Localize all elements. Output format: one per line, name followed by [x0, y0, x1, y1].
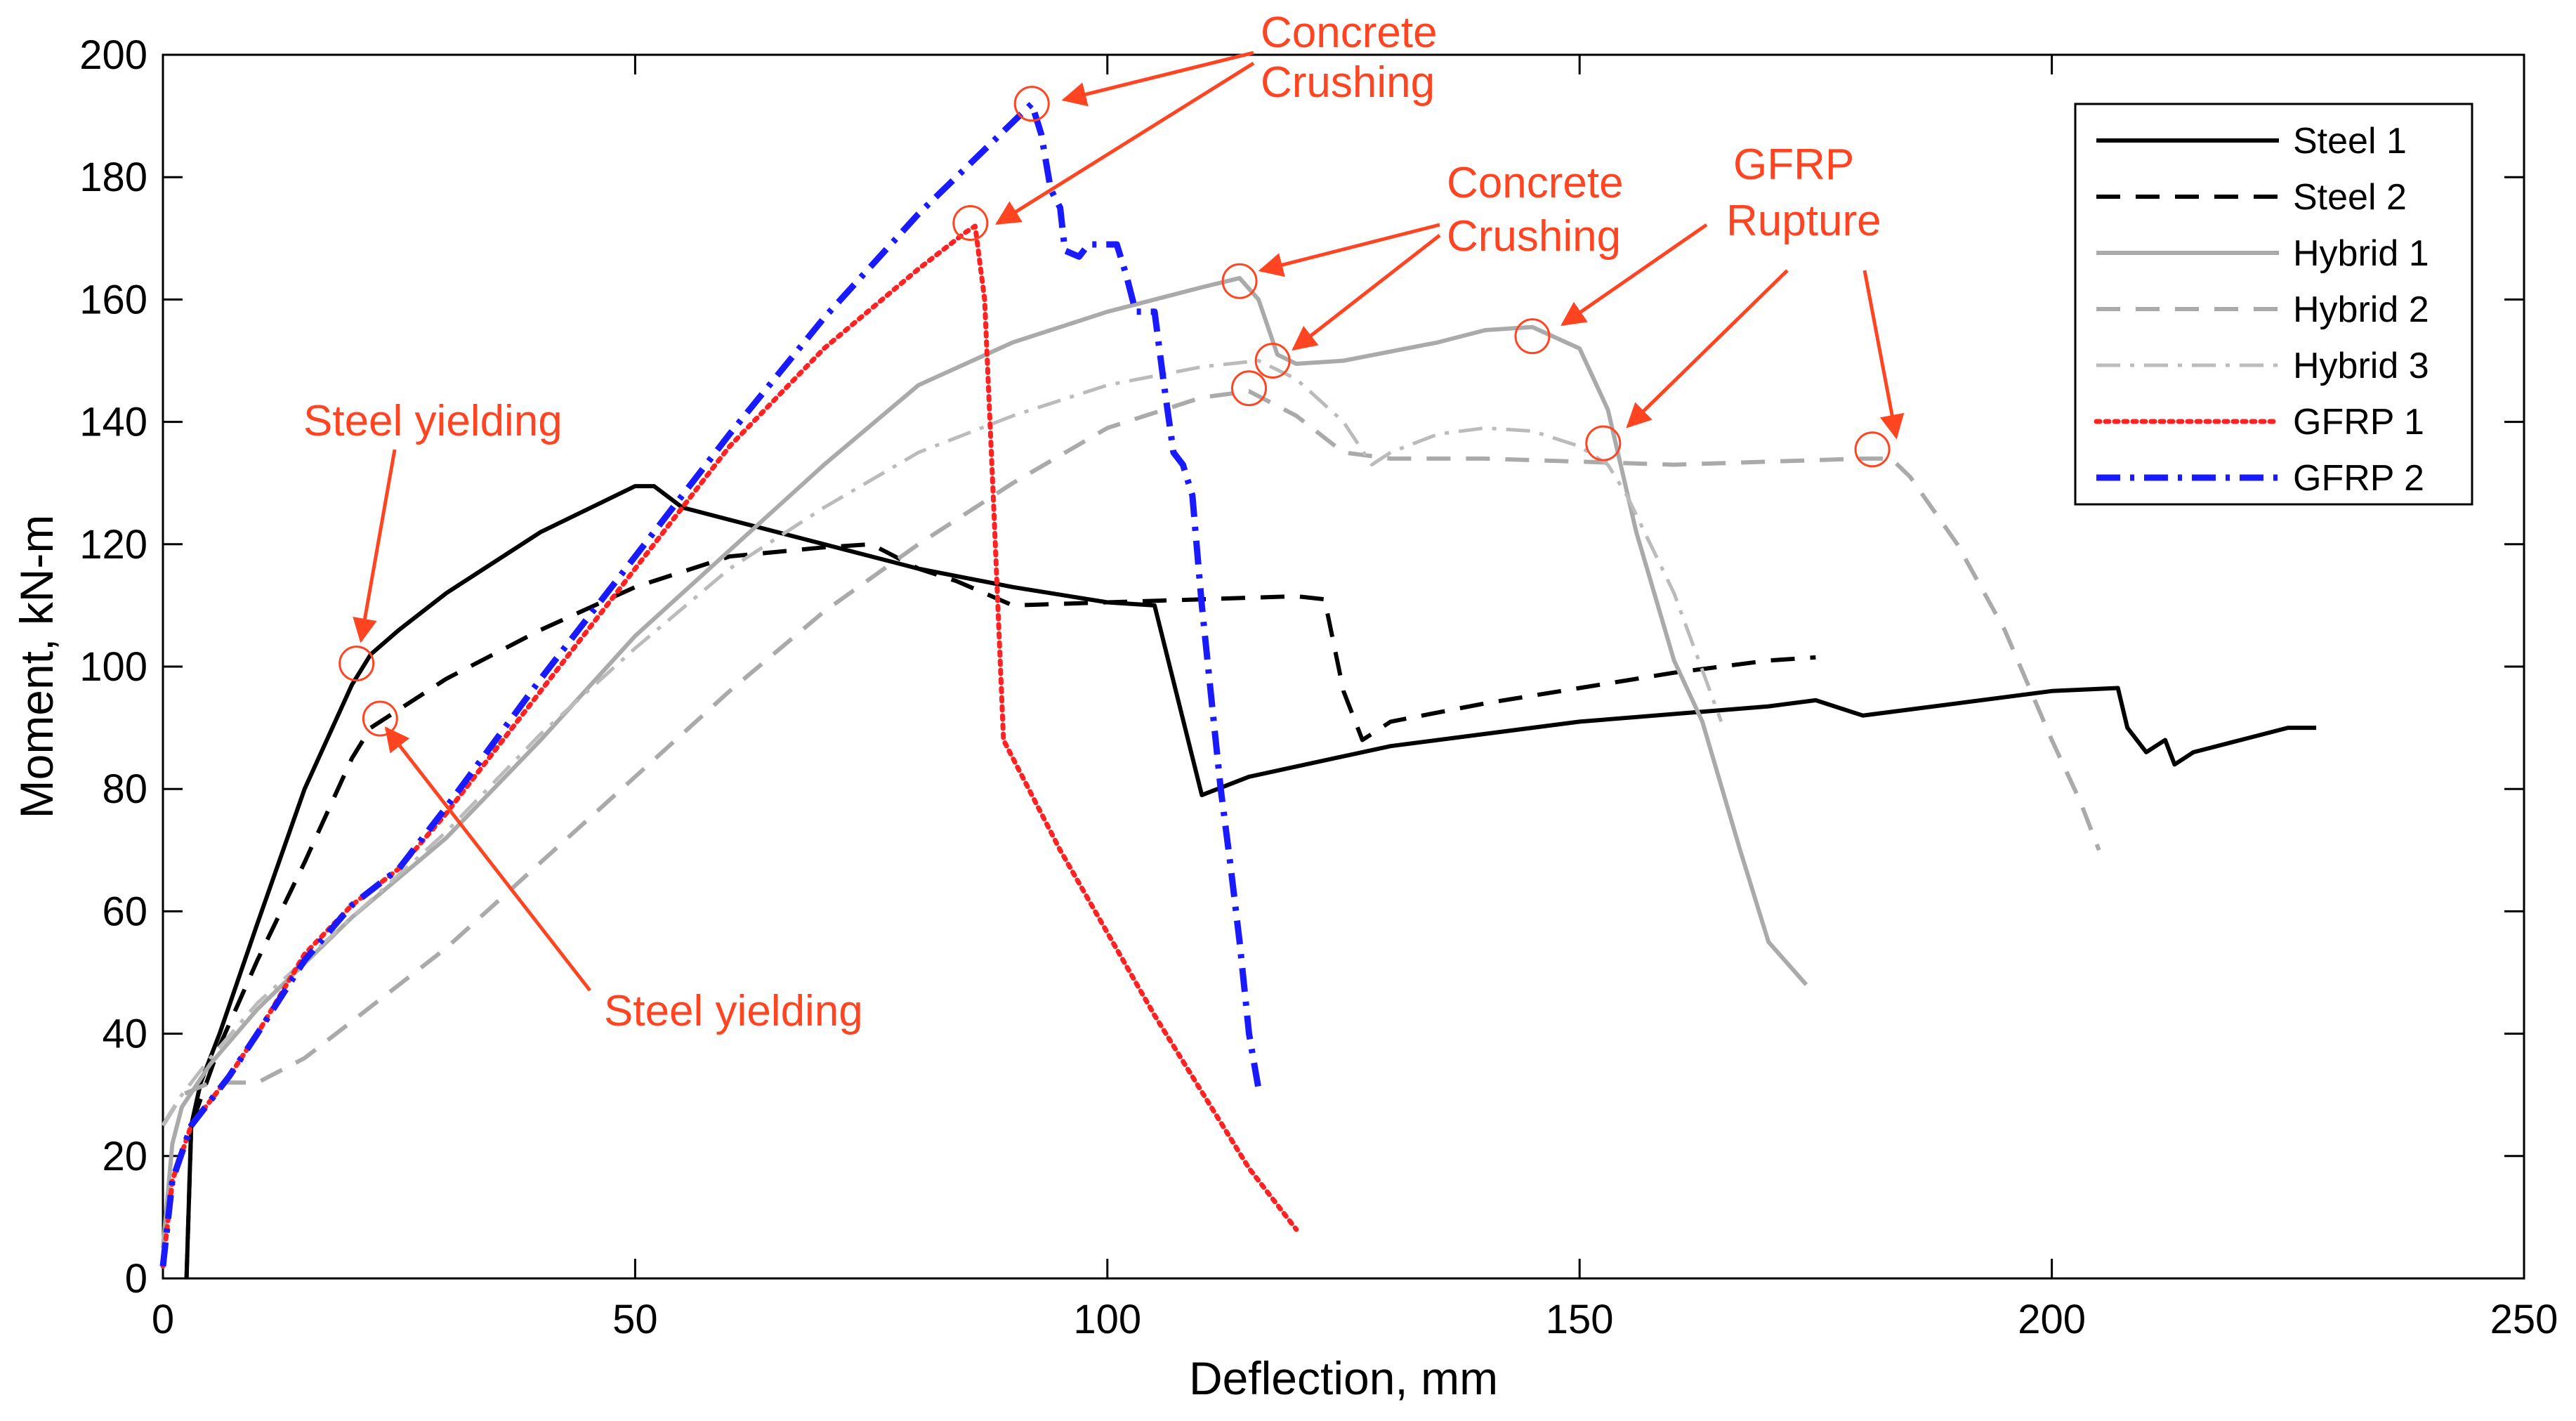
series-line-gfrp-1	[160, 223, 1299, 1269]
legend: Steel 1 Steel 2 Hybrid 1 Hybrid 2 Hybrid 3 GF…	[2074, 103, 2473, 506]
annot-steel-yielding-lower-line1: Steel yielding	[604, 987, 863, 1035]
x-tick-label: 0	[152, 1297, 174, 1342]
event-marker-circle	[1231, 370, 1268, 407]
legend-label-gfrp-1: GFRP 1	[2293, 402, 2424, 443]
axis-ticks: 0 50 100 150 200 250 0 20 40 60 80 100 120 140 160 180 2…	[79, 32, 2558, 1342]
x-axis-title: Deflection, mm	[1189, 1352, 1498, 1404]
legend-label-hybrid-3: Hybrid 3	[2293, 346, 2429, 386]
x-tick-label: 150	[1546, 1297, 1614, 1342]
y-tick-label: 100	[79, 644, 147, 690]
y-axis-title: Moment, kN-m	[11, 515, 63, 819]
annot-steel-yielding-upper-arrow	[353, 449, 397, 643]
y-tick-label: 200	[79, 32, 147, 78]
event-marker-circle	[1514, 318, 1551, 355]
legend-label-hybrid-2: Hybrid 2	[2293, 289, 2429, 330]
annot-concrete-crushing-top-line2: Crushing	[1261, 58, 1435, 107]
y-tick-label: 80	[102, 766, 147, 812]
series-line-hybrid-1	[161, 275, 1808, 1248]
event-marker-circle	[339, 646, 375, 682]
annotations: Steel yielding Steel yielding Concrete C…	[303, 8, 1905, 1035]
event-marker-circle	[1854, 431, 1891, 468]
legend-label-steel-1: Steel 1	[2293, 121, 2407, 162]
y-tick-label: 140	[79, 400, 147, 445]
annot-gfrp-rupture-arrow-1	[1560, 223, 1708, 327]
event-markers	[339, 86, 1891, 737]
annot-gfrp-rupture: GFRP Rupture	[1726, 140, 1881, 245]
annot-concrete-crushing-top-arrow-2	[995, 61, 1255, 225]
x-tick-label: 50	[612, 1297, 658, 1342]
event-marker-circle	[952, 205, 989, 242]
series-line-steel-2	[184, 542, 1816, 1279]
legend-box	[2074, 103, 2473, 506]
annot-concrete-crushing-mid-line2: Crushing	[1447, 212, 1621, 261]
x-tick-label: 200	[2018, 1297, 2086, 1342]
annot-gfrp-rupture-arrow-2	[1626, 269, 1789, 428]
annot-concrete-crushing-top-line1: Concrete	[1261, 8, 1438, 57]
y-tick-label: 160	[79, 277, 147, 322]
x-tick-label: 250	[2490, 1297, 2558, 1342]
annot-concrete-crushing-top: Concrete Crushing	[1261, 8, 1450, 107]
event-marker-circle	[1221, 263, 1258, 299]
y-tick-label: 60	[102, 889, 147, 934]
event-marker-circle	[1013, 86, 1050, 122]
annot-concrete-crushing-mid-arrow-2	[1292, 234, 1441, 351]
annot-steel-yielding-upper-line1: Steel yielding	[303, 397, 563, 445]
annot-gfrp-rupture-line1: GFRP	[1733, 140, 1853, 189]
annot-concrete-crushing-mid: Concrete Crushing	[1447, 159, 1636, 261]
event-marker-circle	[362, 700, 398, 737]
y-tick-label: 120	[79, 522, 147, 568]
event-marker-circle	[1254, 343, 1291, 379]
x-tick-label: 100	[1073, 1297, 1141, 1342]
series-line-gfrp-2	[159, 100, 1262, 1267]
event-marker-circle	[1585, 425, 1622, 461]
annot-concrete-crushing-top-arrow-1	[1061, 51, 1254, 107]
y-tick-label: 20	[102, 1134, 147, 1179]
series-line-hybrid-3	[161, 359, 1723, 1127]
legend-label-gfrp-2: GFRP 2	[2293, 458, 2424, 499]
annot-gfrp-rupture-line2: Rupture	[1726, 197, 1881, 245]
annot-steel-yielding-lower-arrow	[384, 726, 591, 992]
y-tick-label: 40	[102, 1011, 147, 1057]
annot-steel-yielding-lower: Steel yielding	[604, 987, 863, 1035]
legend-label-hybrid-1: Hybrid 1	[2293, 233, 2429, 274]
legend-label-steel-2: Steel 2	[2293, 177, 2407, 218]
annot-gfrp-rupture-arrow-3	[1862, 270, 1905, 440]
annot-concrete-crushing-mid-arrow-1	[1258, 223, 1440, 277]
annot-steel-yielding-upper: Steel yielding	[303, 397, 563, 445]
y-tick-label: 0	[125, 1256, 147, 1302]
series-line-hybrid-2	[161, 389, 2101, 1127]
y-tick-label: 180	[79, 155, 147, 200]
data-series	[159, 100, 2317, 1279]
annot-concrete-crushing-mid-line1: Concrete	[1447, 159, 1624, 207]
